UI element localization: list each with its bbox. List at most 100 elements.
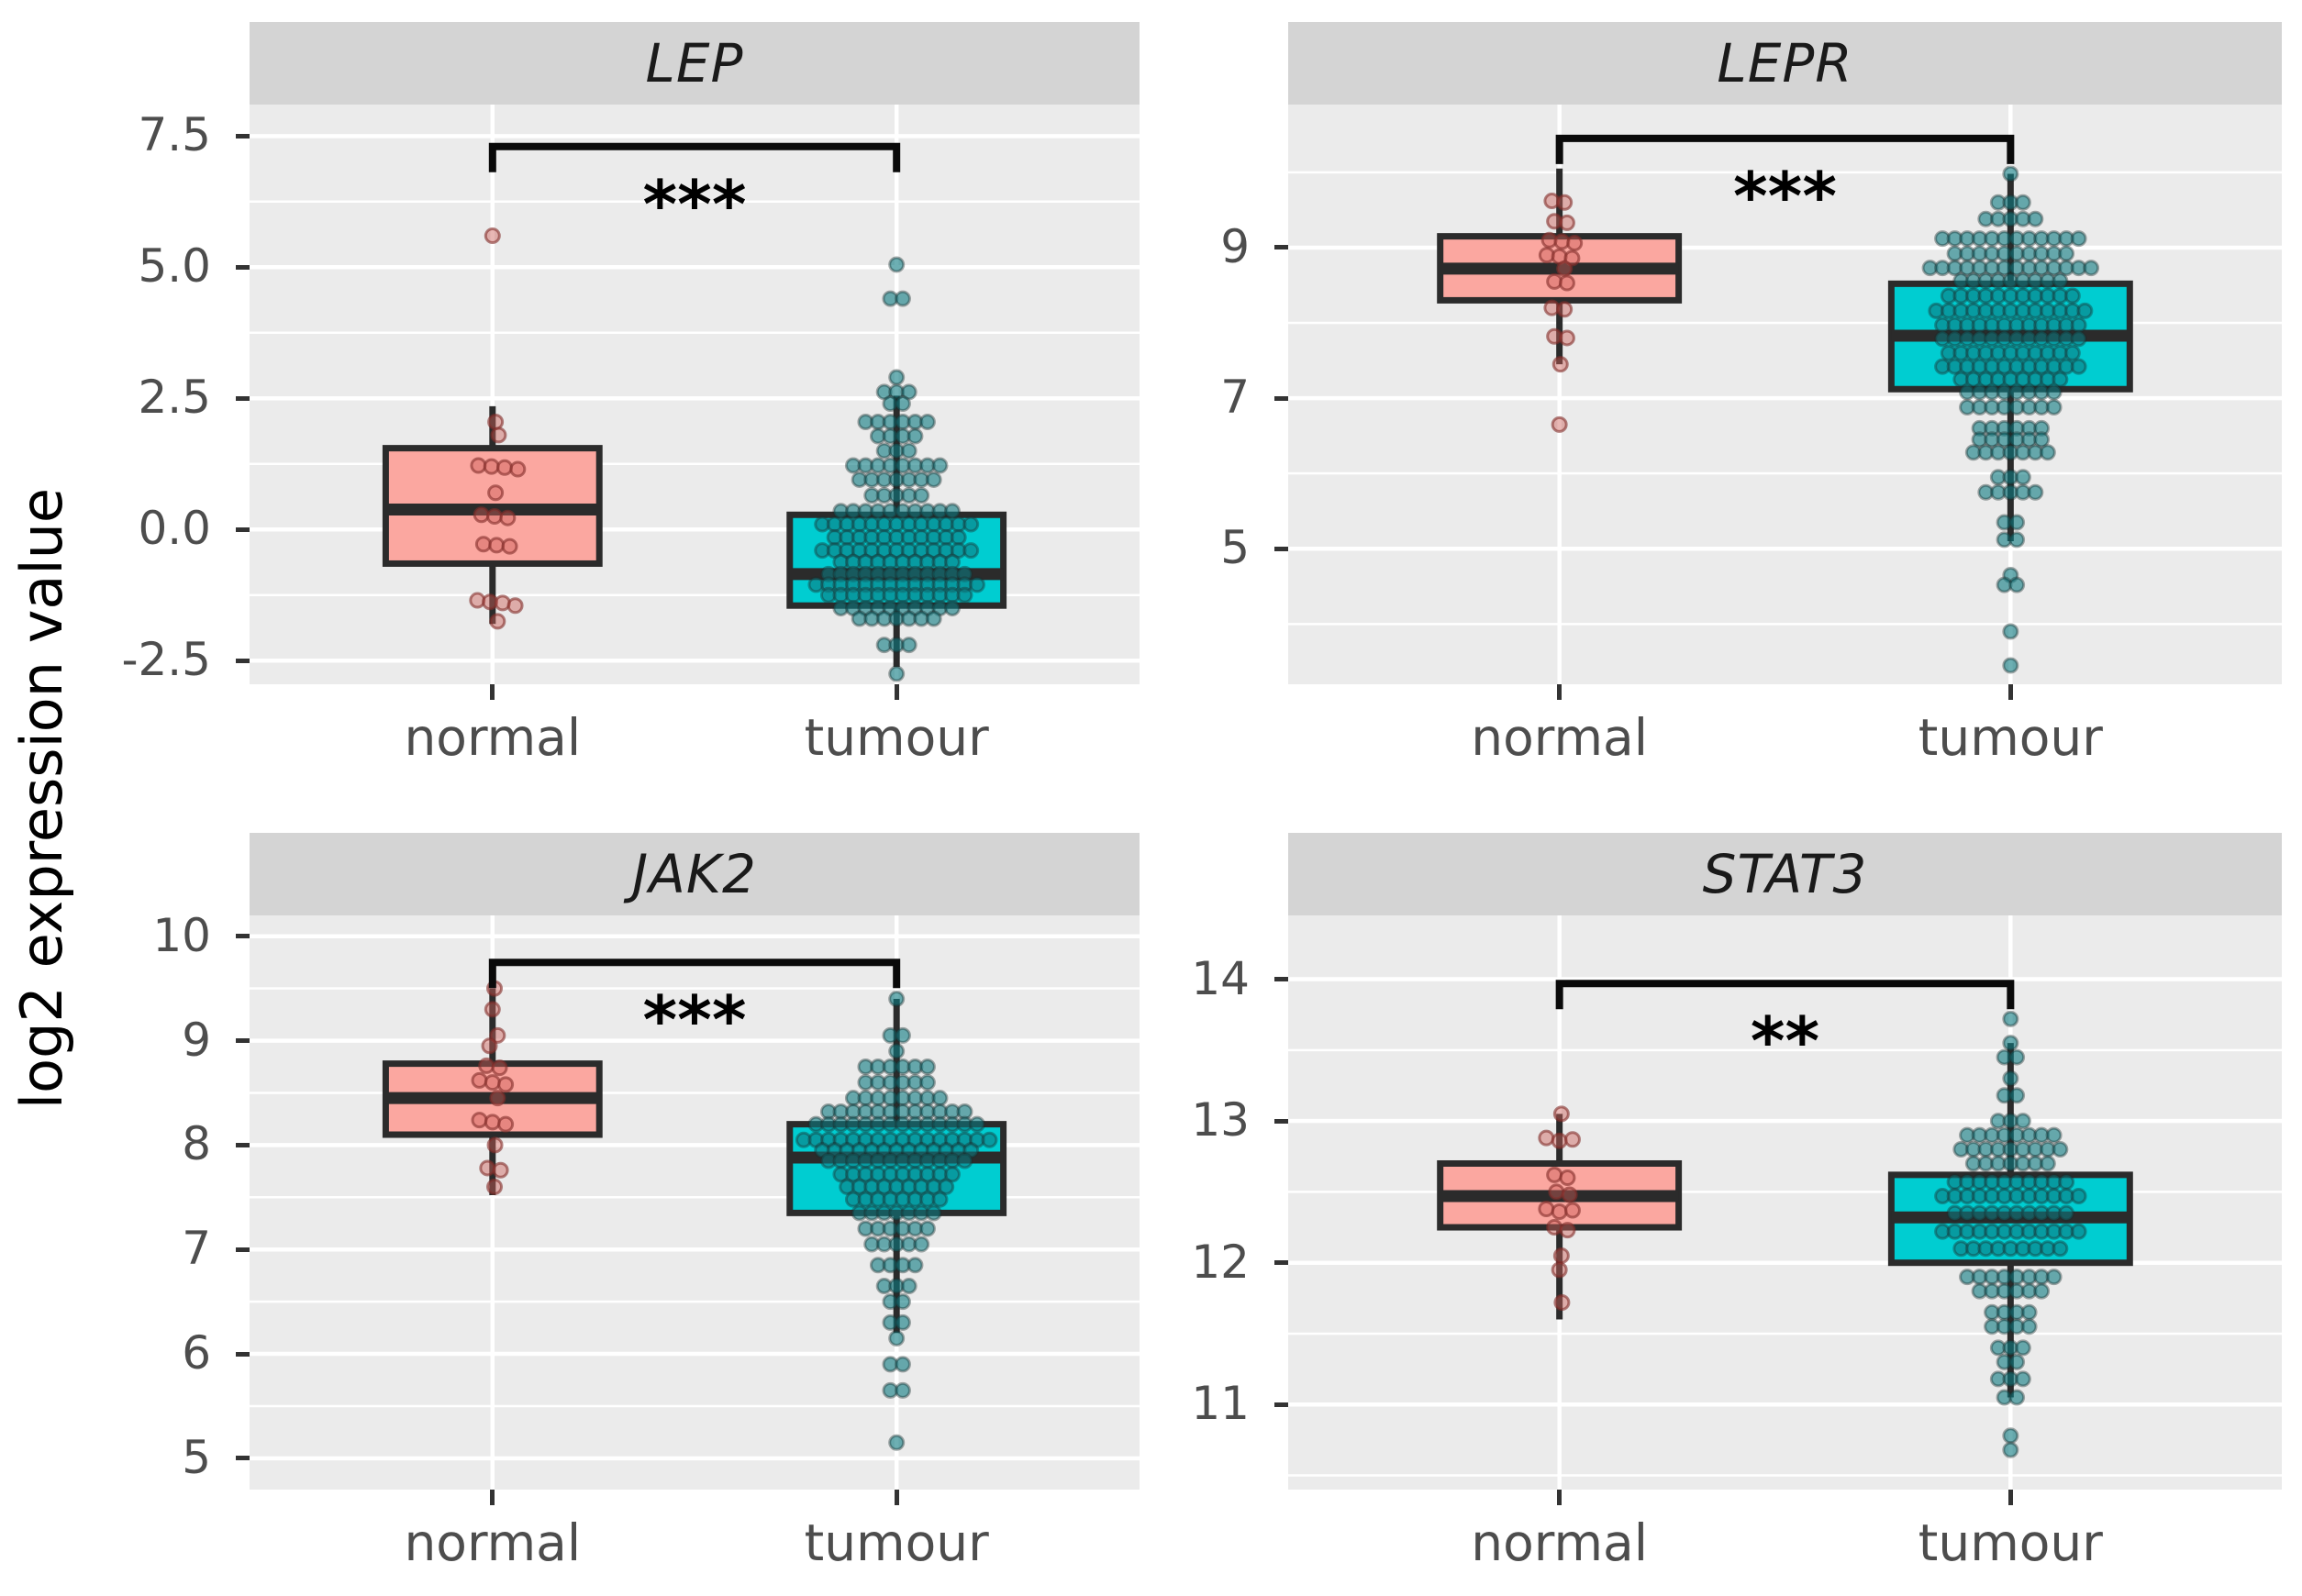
point — [900, 637, 917, 654]
facet-strip: LEPR — [1288, 22, 2282, 105]
point — [506, 597, 524, 615]
point — [1551, 356, 1569, 373]
point — [2008, 531, 2026, 549]
point — [1548, 1183, 1565, 1201]
point — [913, 1236, 930, 1253]
significance-stars: *** — [643, 166, 747, 243]
point — [1558, 214, 1575, 231]
point — [484, 1114, 501, 1131]
point — [484, 227, 501, 244]
point — [2063, 287, 2081, 305]
point — [2045, 1269, 2063, 1286]
point — [2014, 1339, 2031, 1357]
point — [2083, 260, 2100, 277]
y-tick-mark — [236, 1247, 250, 1252]
data-points — [807, 256, 985, 682]
y-tick-mark — [236, 934, 250, 939]
point — [888, 369, 906, 386]
significance-bracket — [488, 959, 901, 989]
point — [1561, 1186, 1578, 1203]
y-tick-label: 0.0 — [138, 502, 211, 556]
point — [2002, 1441, 2019, 1458]
panel-plot: *** — [1288, 105, 2282, 684]
point — [2070, 316, 2087, 334]
point — [888, 665, 906, 682]
point — [501, 538, 518, 555]
facet-lepr: LEPR 9 7 5 *** normal tumour — [1140, 22, 2282, 772]
point — [894, 1356, 911, 1373]
point — [2052, 371, 2069, 388]
y-tick-label: 12 — [1191, 1235, 1250, 1289]
y-axis-ticks: 7.5 5.0 2.5 0.0 -2.5 — [84, 105, 250, 684]
significance-bracket — [1555, 134, 2015, 164]
point — [956, 1152, 973, 1169]
y-tick-mark — [1274, 1118, 1288, 1124]
y-tick-label: 7 — [1220, 371, 1250, 425]
panel-background — [1288, 105, 2282, 684]
point — [1559, 1169, 1576, 1186]
y-axis-title-container: log2 expression value — [0, 0, 84, 1596]
y-tick-label: 14 — [1191, 951, 1250, 1005]
y-axis-title: log2 expression value — [8, 487, 76, 1109]
point — [894, 1293, 911, 1311]
data-points — [795, 991, 998, 1451]
point — [484, 1001, 501, 1018]
point — [1538, 1200, 1555, 1217]
point — [918, 1074, 936, 1092]
y-tick-mark — [1274, 546, 1288, 551]
y-tick-label: 6 — [182, 1326, 211, 1380]
y-axis-ticks: 9 7 5 — [1140, 105, 1288, 684]
x-tick-mark — [894, 1490, 899, 1505]
y-tick-label: 10 — [152, 908, 211, 962]
y-tick-mark — [236, 133, 250, 139]
y-tick-mark — [236, 1456, 250, 1461]
point — [1546, 1166, 1563, 1183]
point — [962, 542, 980, 560]
point — [1552, 1247, 1570, 1264]
y-tick-label: 5.0 — [138, 239, 211, 294]
point — [888, 256, 906, 273]
point — [894, 290, 911, 307]
point — [497, 1076, 515, 1093]
point — [2008, 576, 2026, 593]
point — [486, 1178, 504, 1195]
point — [2008, 1048, 2026, 1066]
x-axis: normal tumour — [250, 1490, 1140, 1596]
facet-strip: LEP — [250, 22, 1140, 105]
gene-title: JAK2 — [632, 843, 757, 905]
panel-plot: *** — [250, 915, 1140, 1490]
y-tick-mark — [236, 1351, 250, 1357]
point — [1556, 260, 1574, 277]
point — [981, 1131, 998, 1148]
data-points — [1538, 1105, 1581, 1311]
gene-title: LEPR — [1717, 32, 1853, 94]
x-tick-mark — [490, 1490, 495, 1505]
data-points — [1934, 1010, 2087, 1458]
point — [943, 1166, 961, 1183]
y-tick-label: 9 — [1220, 219, 1250, 273]
point — [2002, 1427, 2019, 1445]
point — [490, 427, 507, 444]
point — [483, 458, 500, 475]
y-axis-ticks: 10 9 8 7 6 5 — [84, 908, 250, 1490]
x-tick-mark — [1557, 684, 1562, 700]
point — [1559, 1222, 1576, 1239]
point — [2002, 623, 2019, 640]
point — [1558, 274, 1575, 292]
point — [2070, 1188, 2087, 1205]
point — [2002, 657, 2019, 674]
point — [1551, 1132, 1568, 1149]
point — [2014, 194, 2031, 211]
facet-stat3: STAT3 14 13 12 11 ** normal tumour — [1140, 833, 2282, 1596]
point — [943, 600, 961, 617]
point — [473, 506, 490, 524]
point — [2070, 330, 2087, 348]
point — [888, 991, 906, 1008]
point — [906, 1257, 924, 1274]
x-tick-mark — [2007, 684, 2013, 700]
point — [2045, 398, 2063, 416]
point — [481, 1037, 498, 1055]
y-tick-mark — [1274, 1260, 1288, 1266]
point — [470, 457, 487, 474]
point — [888, 1434, 906, 1451]
